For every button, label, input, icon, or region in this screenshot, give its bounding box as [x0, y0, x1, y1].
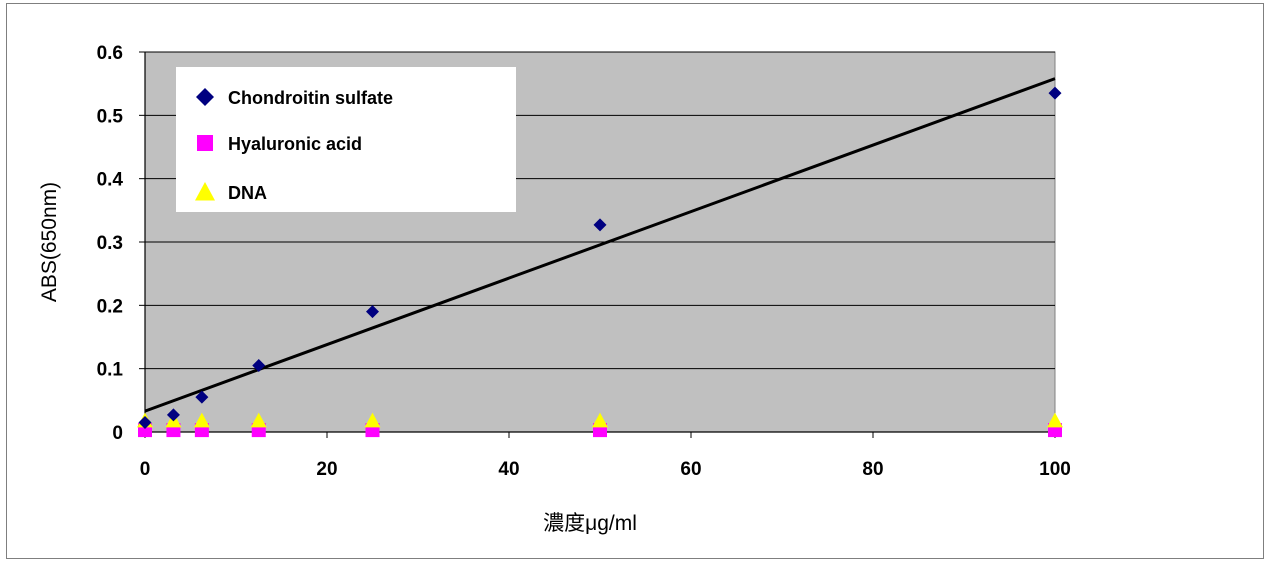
point-dna	[364, 412, 381, 428]
point-chondroitin-sulfate	[195, 390, 209, 404]
legend-label-chondroitin-sulfate: Chondroitin sulfate	[228, 88, 393, 108]
y-tick-label: 0.1	[97, 360, 124, 381]
x-tick-label: 80	[862, 459, 883, 480]
point-chondroitin-sulfate	[1048, 86, 1062, 100]
y-tick-label: 0.3	[97, 233, 123, 254]
point-chondroitin-sulfate	[138, 416, 152, 429]
legend-marker-hyaluronic-acid	[197, 135, 213, 151]
point-chondroitin-sulfate	[366, 305, 379, 319]
point-dna	[1047, 412, 1063, 428]
legend-label-dna: DNA	[228, 183, 267, 203]
x-tick-label: 20	[316, 459, 337, 480]
point-dna	[250, 412, 267, 428]
x-tick-labels: 0 20 40 60 80 100	[140, 459, 1071, 480]
x-tick-label: 100	[1039, 459, 1071, 480]
y-tick-label: 0.6	[97, 43, 123, 64]
y-axis-title: ABS(650nm)	[38, 182, 61, 302]
legend-marker-dna	[195, 182, 215, 201]
y-tick-label: 0.5	[97, 106, 124, 127]
y-tick-label: 0.4	[97, 170, 124, 191]
legend-box	[176, 67, 516, 212]
point-chondroitin-sulfate	[252, 359, 266, 372]
x-tick-label: 40	[498, 459, 519, 480]
legend-label-hyaluronic-acid: Hyaluronic acid	[228, 134, 362, 154]
x-axis-title: 濃度μg/ml	[543, 512, 637, 535]
trendline-group	[144, 77, 1056, 413]
legend: Chondroitin sulfate Hyaluronic acid DNA	[176, 67, 516, 212]
data-points	[137, 86, 1063, 438]
legend-marker-chondroitin-sulfate	[196, 88, 214, 106]
point-dna	[592, 412, 608, 428]
y-tick-labels: 0 0.1 0.2 0.3 0.4 0.5 0.6	[97, 43, 124, 444]
point-chondroitin-sulfate	[166, 408, 180, 422]
trendline	[144, 77, 1056, 413]
point-chondroitin-sulfate	[593, 218, 607, 232]
point-dna	[193, 412, 210, 428]
x-tick-label: 0	[140, 459, 151, 480]
x-tick-label: 60	[680, 459, 701, 480]
y-tick-label: 0.2	[97, 296, 123, 317]
y-tick-label: 0	[112, 423, 123, 444]
